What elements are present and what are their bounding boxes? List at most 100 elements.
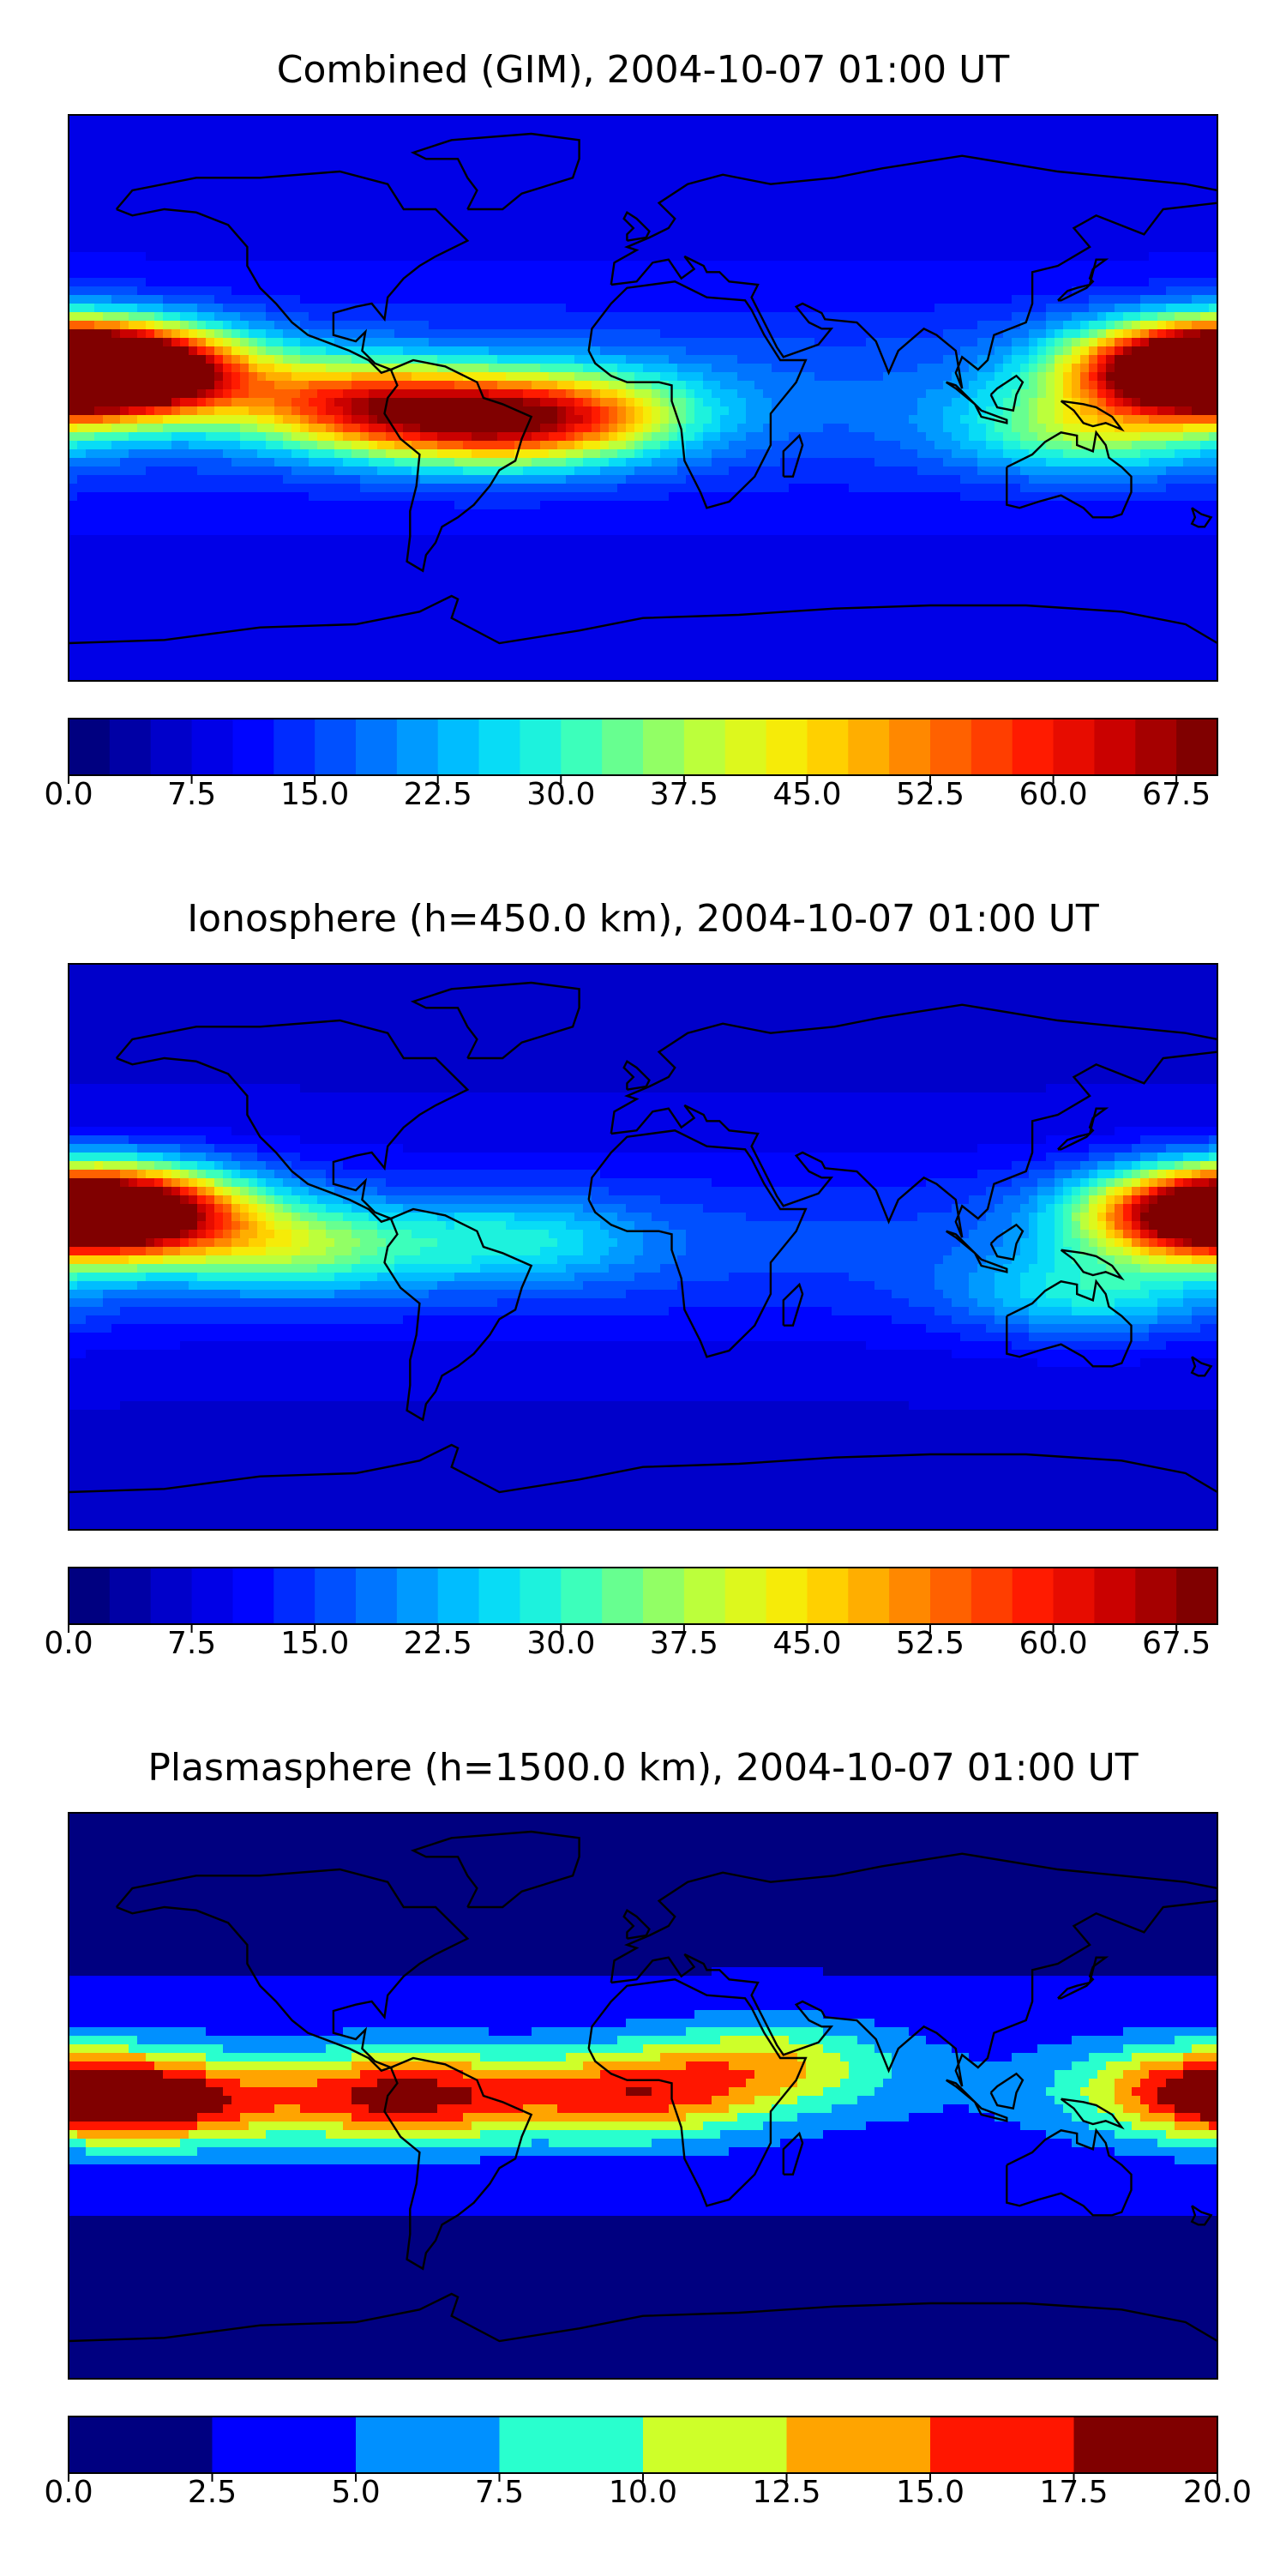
field-cell xyxy=(146,192,155,202)
field-cell xyxy=(257,312,267,322)
field-cell xyxy=(789,252,798,262)
field-cell xyxy=(866,346,875,356)
field-cell xyxy=(1003,398,1013,407)
field-cell xyxy=(514,184,524,193)
field-cell xyxy=(934,304,944,313)
field-cell xyxy=(592,346,601,356)
field-cell xyxy=(480,269,490,279)
field-cell xyxy=(849,252,858,262)
field-cell xyxy=(111,269,121,279)
field-cell xyxy=(343,184,352,193)
field-cell xyxy=(1175,201,1184,210)
field-cell xyxy=(557,415,567,424)
field-cell xyxy=(900,312,910,322)
field-cell xyxy=(592,278,601,287)
field-cell xyxy=(291,201,301,210)
field-cell xyxy=(849,329,858,339)
field-cell xyxy=(403,269,412,279)
field-cell xyxy=(686,355,695,364)
field-cell xyxy=(103,115,112,124)
field-cell xyxy=(694,372,704,382)
field-cell xyxy=(1183,235,1193,244)
field-cell xyxy=(171,304,181,313)
field-cell xyxy=(934,218,944,227)
field-cell xyxy=(343,278,352,287)
field-cell xyxy=(77,123,87,133)
field-cell xyxy=(780,201,790,210)
field-cell xyxy=(77,321,87,330)
field-cell xyxy=(274,175,284,184)
field-cell xyxy=(1063,329,1073,339)
field-cell xyxy=(1072,209,1081,219)
field-cell xyxy=(137,372,147,382)
field-cell xyxy=(1012,269,1021,279)
field-cell xyxy=(574,364,584,373)
field-cell xyxy=(1157,304,1167,313)
field-cell xyxy=(874,226,884,236)
field-cell xyxy=(429,184,438,193)
field-cell xyxy=(394,166,404,176)
field-cell xyxy=(1029,252,1038,262)
field-cell xyxy=(934,346,944,356)
field-cell xyxy=(1200,372,1210,382)
field-cell xyxy=(472,286,481,296)
field-cell xyxy=(171,372,181,382)
field-cell xyxy=(969,355,978,364)
field-cell xyxy=(574,184,584,193)
field-cell xyxy=(1157,226,1167,236)
field-cell xyxy=(497,364,507,373)
field-cell xyxy=(163,132,172,141)
field-cell xyxy=(454,192,464,202)
field-cell xyxy=(180,166,189,176)
field-cell xyxy=(995,123,1004,133)
field-cell xyxy=(489,338,498,347)
field-cell xyxy=(1012,235,1021,244)
field-cell xyxy=(772,261,781,270)
field-cell xyxy=(780,244,790,253)
field-cell xyxy=(1080,123,1090,133)
field-cell xyxy=(712,355,721,364)
field-cell xyxy=(849,346,858,356)
field-cell xyxy=(857,278,867,287)
field-cell xyxy=(763,252,772,262)
field-cell xyxy=(420,149,430,159)
field-cell xyxy=(326,115,335,124)
field-cell xyxy=(1183,269,1193,279)
field-cell xyxy=(934,424,944,433)
field-cell xyxy=(892,321,901,330)
field-cell xyxy=(1149,355,1158,364)
field-cell xyxy=(960,166,970,176)
field-cell xyxy=(223,432,232,442)
field-cell xyxy=(497,141,507,150)
field-cell xyxy=(189,415,198,424)
field-cell xyxy=(360,226,370,236)
field-cell xyxy=(849,235,858,244)
field-cell xyxy=(952,132,961,141)
field-cell xyxy=(866,184,875,193)
field-cell xyxy=(617,141,627,150)
field-cell xyxy=(737,158,747,167)
field-cell xyxy=(703,364,712,373)
field-cell xyxy=(111,312,121,322)
field-cell xyxy=(472,381,481,390)
field-cell xyxy=(720,192,730,202)
field-cell xyxy=(823,166,832,176)
field-cell xyxy=(883,141,892,150)
field-cell xyxy=(652,424,661,433)
field-cell xyxy=(1080,424,1090,433)
field-cell xyxy=(566,286,575,296)
field-cell xyxy=(472,346,481,356)
field-cell xyxy=(532,115,541,124)
field-cell xyxy=(231,295,241,304)
field-cell xyxy=(1046,346,1055,356)
field-cell xyxy=(814,115,824,124)
field-cell xyxy=(240,209,249,219)
field-cell xyxy=(823,278,832,287)
field-cell xyxy=(1200,286,1210,296)
field-cell xyxy=(600,329,610,339)
field-cell xyxy=(223,158,232,167)
field-cell xyxy=(197,226,207,236)
field-cell xyxy=(94,415,104,424)
field-cell xyxy=(746,286,755,296)
field-cell xyxy=(754,175,764,184)
